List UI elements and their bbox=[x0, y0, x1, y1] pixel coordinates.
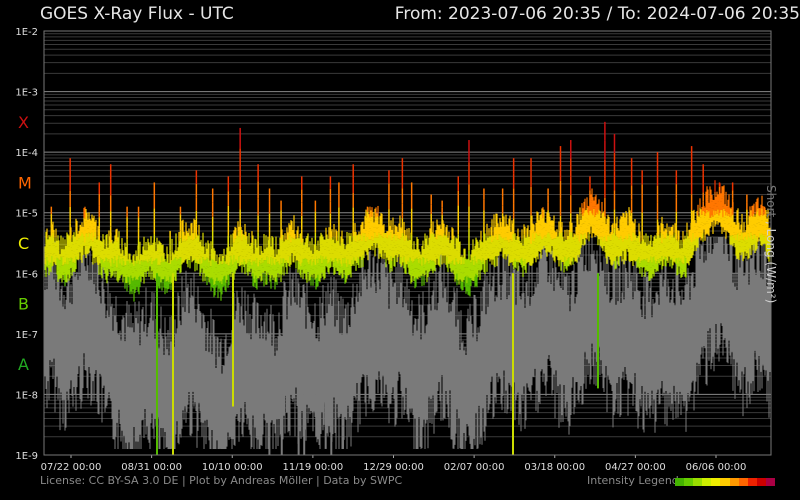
flare-class-label: M bbox=[18, 173, 32, 192]
chart-title: GOES X-Ray Flux - UTC bbox=[40, 4, 234, 24]
series-short bbox=[43, 236, 772, 449]
y-tick-label: 1E-9 bbox=[15, 451, 38, 462]
x-tick-label: 02/07 00:00 bbox=[444, 462, 505, 470]
intensity-legend-bar bbox=[675, 478, 776, 486]
x-tick-label: 04/27 00:00 bbox=[605, 462, 666, 470]
x-tick-label: 12/29 00:00 bbox=[363, 462, 424, 470]
flare-class-label: C bbox=[18, 234, 29, 253]
y-tick-label: 1E-3 bbox=[15, 88, 38, 99]
legend-swatch bbox=[684, 478, 694, 486]
legend-swatch bbox=[702, 478, 712, 486]
legend-swatch bbox=[693, 478, 703, 486]
flare-class-label: A bbox=[18, 355, 29, 374]
legend-swatch bbox=[738, 478, 748, 486]
x-tick-label: 08/31 00:00 bbox=[121, 462, 182, 470]
y-axis-label: Short , Long (W/m²) bbox=[764, 185, 778, 303]
y-tick-label: 1E-4 bbox=[15, 148, 38, 159]
x-tick-label: 10/10 00:00 bbox=[202, 462, 263, 470]
x-tick-label: 06/06 00:00 bbox=[686, 462, 747, 470]
legend-swatch bbox=[675, 478, 685, 486]
y-tick-label: 1E-5 bbox=[15, 209, 38, 220]
y-tick-label: 1E-6 bbox=[15, 269, 38, 280]
y-tick-label: 1E-8 bbox=[15, 390, 38, 401]
y-axis-label-long: Long (W/m²) bbox=[764, 228, 778, 304]
legend-swatch bbox=[747, 478, 757, 486]
x-tick-label: 07/22 00:00 bbox=[41, 462, 102, 470]
legend-swatch bbox=[711, 478, 721, 486]
y-tick-label: 1E-7 bbox=[15, 330, 38, 341]
legend-swatch bbox=[720, 478, 730, 486]
x-tick-label: 03/18 00:00 bbox=[524, 462, 585, 470]
y-axis-label-short: Short bbox=[764, 185, 778, 218]
legend-swatch bbox=[729, 478, 739, 486]
x-tick-label: 11/19 00:00 bbox=[282, 462, 343, 470]
series-long bbox=[43, 180, 772, 302]
y-axis-label-sep: , bbox=[764, 217, 778, 229]
flare-class-label: B bbox=[18, 295, 29, 314]
legend-swatch bbox=[765, 478, 776, 486]
y-tick-label: 1E-2 bbox=[15, 27, 38, 38]
intensity-legend-label: Intensity Legend bbox=[587, 474, 679, 487]
goes-xray-chart: 1E-9 1E-8 1E-7 1E-6 1E-5 1E-4 1E-3 1E-2 X M C B A 07/… bbox=[15, 27, 772, 470]
license-text: License: CC BY-SA 3.0 DE | Plot by Andre… bbox=[40, 474, 403, 487]
flare-class-label: X bbox=[18, 113, 29, 132]
plot-frame bbox=[43, 30, 772, 456]
legend-swatch bbox=[756, 478, 766, 486]
time-range: From: 2023-07-06 20:35 / To: 2024-07-06 … bbox=[394, 4, 800, 24]
